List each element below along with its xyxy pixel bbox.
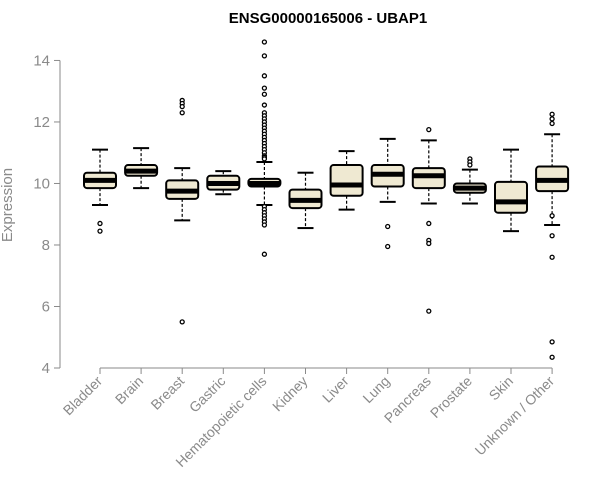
outlier-point xyxy=(549,339,555,345)
box-breast xyxy=(165,97,200,325)
outlier-point xyxy=(426,127,432,133)
box-prostate xyxy=(452,156,487,205)
x-tick-label: Kidney xyxy=(269,373,311,415)
box-unknown-other xyxy=(535,111,570,360)
boxes-group xyxy=(83,39,570,360)
y-tick-label: 8 xyxy=(42,237,50,254)
outlier-point xyxy=(179,110,185,116)
box-gastric xyxy=(206,170,241,196)
x-tick-label: Prostate xyxy=(427,373,475,421)
box-pancreas xyxy=(411,127,446,314)
outlier-point xyxy=(549,213,555,219)
outlier-point xyxy=(261,102,268,108)
outlier-point xyxy=(549,254,555,260)
outlier-point xyxy=(179,319,185,325)
box-liver xyxy=(329,150,364,211)
x-tick-label: Lung xyxy=(359,373,392,406)
outlier-point xyxy=(549,233,555,239)
y-tick-label: 4 xyxy=(42,360,50,377)
outlier-point xyxy=(549,354,555,360)
y-tick-label: 12 xyxy=(33,114,50,131)
outlier-point xyxy=(385,243,391,250)
box-iqr xyxy=(494,180,528,214)
y-axis-label: Expression xyxy=(0,168,16,242)
x-tick-label: Skin xyxy=(486,373,517,404)
outlier-point xyxy=(261,53,268,59)
outlier-point xyxy=(261,39,268,45)
x-tick-label: Bladder xyxy=(60,373,106,419)
box-bladder xyxy=(83,148,117,234)
outlier-point xyxy=(261,251,268,257)
y-axis: 4 6 8 10 12 14 xyxy=(33,52,61,377)
outlier-point xyxy=(426,220,432,227)
box-iqr xyxy=(329,164,364,197)
box-brain xyxy=(124,147,159,190)
box-hematopoietic-cells xyxy=(247,39,282,257)
outlier-point xyxy=(261,73,268,79)
y-tick-label: 6 xyxy=(42,298,50,315)
outlier-point xyxy=(179,103,185,110)
outlier-point xyxy=(261,156,268,162)
outlier-point xyxy=(97,228,103,234)
x-tick-label: Brain xyxy=(112,373,146,407)
outlier-point xyxy=(261,91,268,97)
outlier-point xyxy=(385,223,391,230)
box-lung xyxy=(370,137,405,250)
y-tick-label: 10 xyxy=(33,175,50,192)
box-kidney xyxy=(288,171,323,230)
chart-title: ENSG00000165006 - UBAP1 xyxy=(229,10,427,27)
y-tick-label: 14 xyxy=(33,52,50,69)
outlier-point xyxy=(97,220,103,227)
outlier-point xyxy=(426,308,432,314)
outlier-point xyxy=(549,120,555,127)
outlier-point xyxy=(261,85,268,91)
outlier-point xyxy=(467,162,473,168)
box-skin xyxy=(494,148,528,233)
outlier-point xyxy=(426,240,432,247)
outlier-point xyxy=(549,111,555,117)
outlier-point xyxy=(261,222,268,228)
outlier-point xyxy=(549,116,555,122)
x-tick-label: Breast xyxy=(147,373,187,413)
x-tick-label: Liver xyxy=(319,373,352,406)
